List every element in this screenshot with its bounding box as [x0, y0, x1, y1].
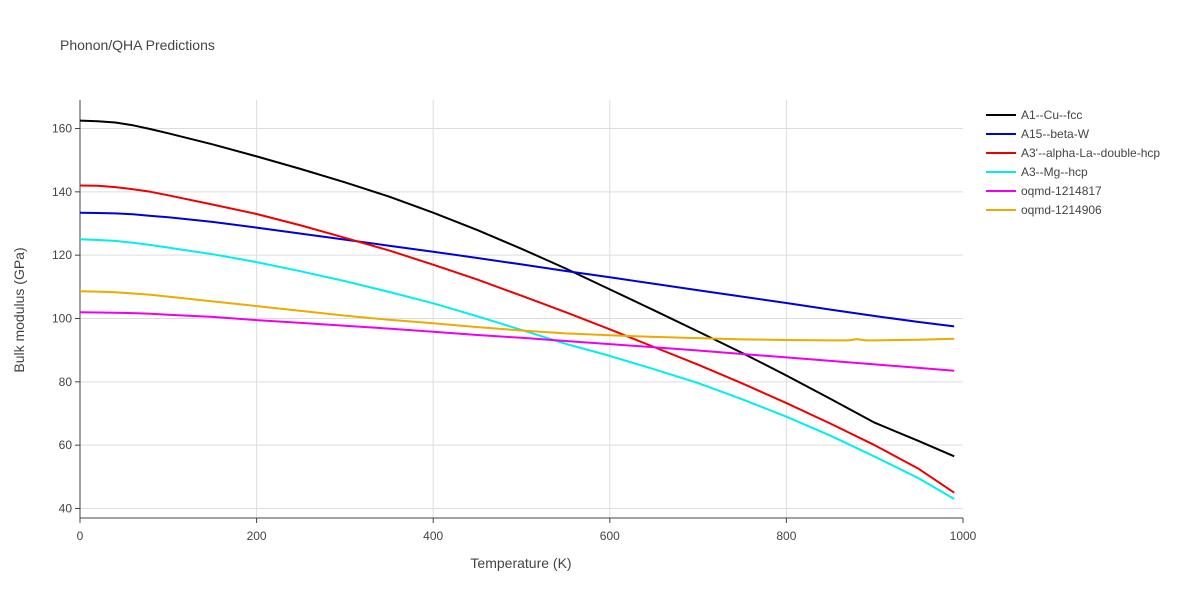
series-line-1 — [79, 211, 955, 328]
legend-label: A3'--alpha-La--double-hcp — [1021, 146, 1160, 160]
x-tick-label: 800 — [776, 529, 796, 543]
axis-layer: 0 200 400 600 800 1000 40 60 80 100 120 140 160 — [52, 100, 977, 543]
series-layer — [79, 119, 955, 500]
series-line-5 — [79, 290, 955, 342]
y-tick-label: 100 — [52, 312, 72, 326]
y-tick-label: 60 — [59, 438, 73, 452]
y-tick-label: 160 — [52, 122, 72, 136]
legend-item[interactable]: oqmd-1214906 — [986, 203, 1102, 217]
series-line-0 — [79, 119, 955, 458]
legend-item[interactable]: A1--Cu--fcc — [986, 108, 1082, 122]
y-tick-label: 140 — [52, 185, 72, 199]
x-tick-label: 600 — [600, 529, 620, 543]
x-tick-label: 400 — [423, 529, 443, 543]
legend: A1--Cu--fcc A15--beta-W A3'--alpha-La--dou… — [986, 108, 1160, 217]
legend-label: oqmd-1214906 — [1021, 203, 1102, 217]
x-tick-label: 200 — [247, 529, 267, 543]
x-tick-label: 0 — [77, 529, 84, 543]
legend-label: A1--Cu--fcc — [1021, 108, 1082, 122]
series-line-2 — [79, 184, 955, 494]
y-axis-title: Bulk modulus (GPa) — [11, 247, 27, 372]
y-tick-label: 40 — [59, 502, 73, 516]
legend-item[interactable]: oqmd-1214817 — [986, 184, 1102, 198]
legend-item[interactable]: A15--beta-W — [986, 127, 1090, 141]
y-tick-label: 80 — [59, 375, 73, 389]
legend-label: A15--beta-W — [1021, 127, 1090, 141]
y-tick-label: 120 — [52, 248, 72, 262]
x-tick-label: 1000 — [950, 529, 977, 543]
x-axis-title: Temperature (K) — [470, 555, 571, 571]
legend-label: A3--Mg--hcp — [1021, 165, 1088, 179]
chart-title: Phonon/QHA Predictions — [60, 37, 215, 53]
grid-layer — [80, 100, 963, 518]
legend-item[interactable]: A3--Mg--hcp — [986, 165, 1088, 179]
legend-label: oqmd-1214817 — [1021, 184, 1102, 198]
series-line-4 — [79, 311, 955, 372]
series-line-3 — [79, 238, 955, 500]
legend-item[interactable]: A3'--alpha-La--double-hcp — [986, 146, 1160, 160]
